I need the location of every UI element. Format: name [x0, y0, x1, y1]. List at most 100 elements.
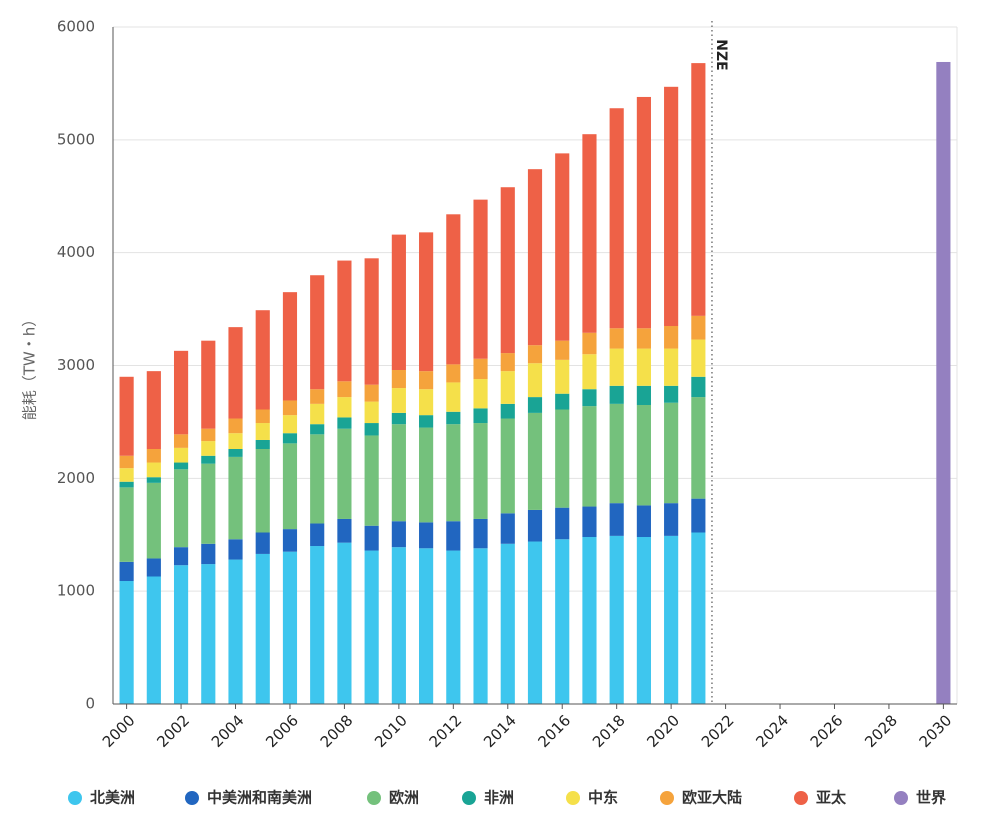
legend-swatch	[660, 791, 674, 805]
bar-segment	[282, 433, 298, 444]
bar-segment	[691, 63, 706, 316]
bar-segment	[664, 86, 679, 327]
x-tick-label: 2000	[99, 711, 139, 751]
bar-segment	[500, 371, 515, 404]
bar-segment	[609, 535, 624, 704]
bar-segment	[173, 350, 189, 435]
bar-segment	[936, 61, 951, 704]
x-tick-label: 2024	[752, 711, 792, 751]
legend-item: 亚太	[794, 789, 847, 807]
bar-segment	[337, 381, 352, 398]
bar-segment	[664, 326, 679, 349]
bar-segment	[228, 433, 243, 449]
bar-segment	[146, 462, 161, 478]
legend-item: 中东	[566, 789, 618, 807]
legend-swatch	[894, 791, 908, 805]
bar-segment	[119, 561, 134, 582]
bar-segment	[636, 404, 651, 506]
bar-segment	[282, 551, 298, 704]
legend-label: 中东	[588, 789, 618, 807]
x-tick-label: 2030	[916, 711, 956, 751]
x-tick-label: 2022	[698, 711, 738, 751]
bar-segment	[173, 462, 189, 470]
legend-label: 中美洲和南美洲	[207, 789, 312, 807]
bar-segment	[228, 448, 243, 457]
x-tick-label: 2006	[262, 711, 302, 751]
bar-segment	[446, 521, 461, 551]
bar-segment	[609, 348, 624, 386]
x-tick-label: 2026	[807, 711, 847, 751]
bar-segment	[228, 327, 243, 419]
legend-label: 非洲	[484, 789, 514, 807]
bar-segment	[691, 376, 706, 398]
bar-segment	[664, 503, 679, 536]
bar-segment	[609, 503, 624, 536]
bar-segment	[255, 532, 270, 554]
x-tick-label: 2014	[480, 711, 520, 751]
x-tick-label: 2020	[643, 711, 683, 751]
bar-segment	[364, 525, 379, 551]
bar-segment	[664, 402, 679, 504]
bar-segment	[364, 423, 379, 436]
bar-segment	[419, 371, 434, 390]
y-tick-label: 2000	[57, 469, 95, 487]
bar-segment	[419, 548, 434, 704]
x-tick-label: 2002	[153, 711, 193, 751]
bar-segment	[446, 550, 461, 704]
bar-segment	[228, 456, 243, 540]
bar-segment	[691, 315, 706, 340]
bar-segment	[201, 428, 216, 442]
bar-segment	[228, 559, 243, 704]
bar-segment	[146, 371, 161, 449]
bar-segment	[391, 234, 406, 371]
bar-segment	[310, 523, 325, 547]
bar-segment	[582, 332, 597, 355]
bar-segment	[527, 397, 543, 413]
bar-segment	[364, 384, 379, 402]
bar-segment	[255, 553, 270, 704]
bar-segment	[473, 199, 488, 359]
y-tick-label: 1000	[57, 582, 95, 600]
legend-item: 欧亚大陆	[660, 789, 742, 807]
bar-segment	[146, 448, 161, 463]
y-tick-label: 5000	[57, 130, 95, 148]
bar-segment	[555, 507, 570, 540]
bar-segment	[391, 412, 406, 425]
bar-segment	[282, 400, 298, 416]
bar-segment	[310, 403, 325, 425]
legend-label: 世界	[916, 789, 946, 807]
bar-segment	[201, 455, 216, 464]
bar-segment	[527, 345, 543, 364]
bar-segment	[446, 214, 461, 365]
y-tick-label: 0	[85, 695, 95, 713]
bar-segment	[282, 415, 298, 434]
legend-swatch	[462, 791, 476, 805]
x-tick-label: 2028	[861, 711, 901, 751]
bar-segment	[391, 424, 406, 522]
bar-segment	[664, 348, 679, 386]
bar-segment	[119, 455, 134, 469]
x-tick-label: 2008	[317, 711, 357, 751]
annotation-label: NZE	[713, 39, 729, 70]
bar-segment	[664, 385, 679, 403]
bar-segment	[582, 389, 597, 407]
x-tick-label: 2016	[535, 711, 575, 751]
bar-segment	[446, 411, 461, 425]
x-tick-label: 2004	[208, 711, 248, 751]
bar-segment	[500, 403, 515, 419]
bar-segment	[310, 275, 325, 390]
bar-segment	[310, 389, 325, 404]
legend-swatch	[794, 791, 808, 805]
legend-label: 欧亚大陆	[682, 789, 742, 807]
bar-segment	[691, 532, 706, 704]
bar-segment	[582, 506, 597, 538]
bar-segment	[364, 258, 379, 385]
bar-segment	[582, 134, 597, 333]
legend-item: 世界	[894, 789, 946, 807]
bar-segment	[500, 353, 515, 372]
bar-segment	[609, 108, 624, 329]
bar-segment	[255, 439, 270, 449]
bar-segment	[527, 363, 543, 398]
bar-segment	[310, 424, 325, 435]
